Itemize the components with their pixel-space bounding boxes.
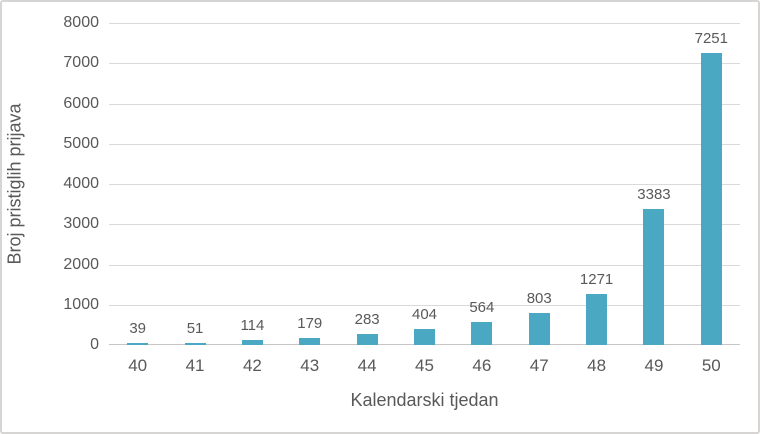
gridline-3000 [109, 224, 740, 226]
x-tick-label-46: 46 [472, 356, 492, 375]
x-tick-label-48: 48 [587, 356, 607, 375]
bar-week-46 [471, 322, 493, 345]
gridline-1000 [109, 304, 740, 306]
y-tick-label-7000: 7000 [63, 54, 99, 72]
y-tick-label-4000: 4000 [63, 175, 99, 192]
bar-value-label-week-41: 51 [186, 319, 204, 337]
bar-value-label-week-50: 7251 [694, 30, 728, 48]
bar-week-41 [184, 342, 206, 345]
y-tick-label-5000: 5000 [63, 134, 99, 152]
gridline-8000 [109, 23, 740, 24]
bar-week-42 [241, 340, 263, 345]
bar-week-44 [356, 333, 378, 345]
x-axis-title: Kalendarski tjedan [350, 390, 499, 410]
plot-area: 39 51 114 179 283 404 564 803 1271 3383 7251 [109, 23, 740, 345]
bar-week-48 [586, 293, 608, 345]
bar-value-label-week-43: 179 [297, 314, 323, 332]
y-tick-label-0: 0 [90, 336, 99, 353]
bar-value-label-week-48: 1271 [579, 270, 614, 288]
gridline-5000 [109, 143, 740, 145]
gridline-7000 [109, 63, 740, 65]
x-tick-label-40: 40 [128, 356, 148, 375]
bar-value-label-week-45: 404 [411, 305, 438, 323]
bar-value-label-week-49: 3383 [637, 185, 671, 203]
y-tick-label-3000: 3000 [63, 215, 99, 233]
bar-week-40 [127, 343, 149, 345]
bar-week-49 [643, 208, 665, 345]
x-tick-label-43: 43 [300, 356, 320, 375]
y-tick-label-2000: 2000 [63, 255, 99, 273]
x-tick-label-41: 41 [185, 356, 205, 375]
x-tick-label-44: 44 [357, 356, 377, 375]
gridline-4000 [109, 184, 740, 185]
bar-value-label-week-44: 283 [354, 310, 380, 328]
x-tick-label-42: 42 [242, 356, 262, 375]
bar-week-50 [700, 53, 722, 345]
bar-value-label-week-46: 564 [469, 299, 495, 317]
x-tick-label-47: 47 [529, 356, 549, 375]
bar-value-label-week-40: 39 [129, 320, 147, 338]
x-tick-label-50: 50 [701, 356, 721, 375]
gridline-2000 [109, 264, 740, 266]
y-tick-label-6000: 6000 [63, 94, 99, 112]
bar-value-label-week-47: 803 [526, 289, 552, 307]
x-tick-label-45: 45 [415, 356, 434, 375]
x-tick-label-49: 49 [644, 356, 664, 375]
bar-week-43 [299, 337, 321, 345]
y-tick-label-8000: 8000 [63, 14, 99, 31]
y-tick-label-1000: 1000 [63, 295, 99, 313]
bar-week-45 [414, 328, 435, 345]
bar-value-label-week-42: 114 [240, 317, 265, 335]
gridline-6000 [109, 103, 740, 105]
bar-week-47 [528, 312, 550, 345]
